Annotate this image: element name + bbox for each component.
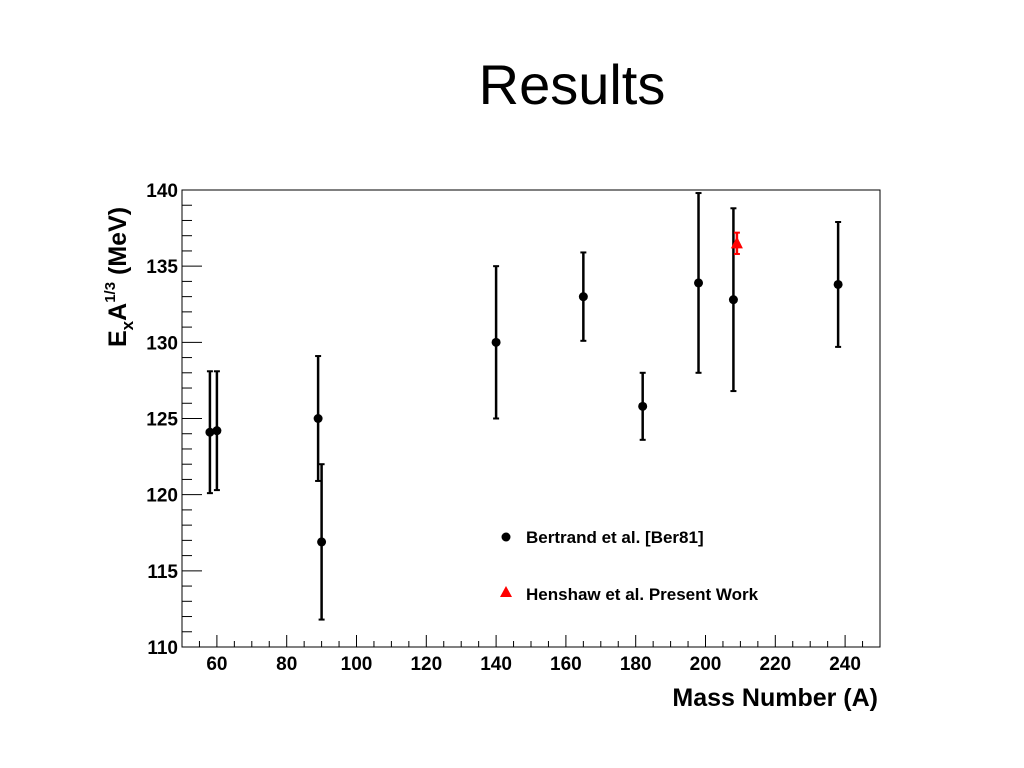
x-tick-label: 80 (276, 654, 297, 675)
y-axis-title-sup: 1/3 (102, 282, 119, 303)
data-point-triangle (730, 236, 743, 249)
y-tick-label: 110 (147, 638, 178, 659)
data-point (212, 426, 222, 436)
x-tick-label: 140 (480, 654, 512, 675)
x-tick-label: 60 (206, 654, 227, 675)
data-point (205, 427, 215, 437)
y-axis-title-unit: (MeV) (104, 207, 132, 282)
data-point (694, 278, 704, 288)
y-tick-label: 115 (147, 562, 178, 583)
y-axis-title-a: A (104, 303, 132, 321)
legend-label-bertrand: Bertrand et al. [Ber81] (526, 528, 704, 547)
y-axis-title-e: E (104, 330, 132, 347)
data-point (833, 279, 843, 289)
legend-marker-triangle (500, 586, 512, 597)
y-axis-ticks: 110 115 120 125 130 135 140 (146, 181, 202, 659)
x-tick-label: 100 (341, 654, 373, 675)
x-tick-label: 120 (410, 654, 442, 675)
data-series (205, 192, 843, 621)
data-point (578, 292, 588, 302)
series-0 (205, 192, 843, 621)
x-axis-ticks: 60 80 100 120 140 160 180 200 220 240 (181, 635, 881, 675)
x-tick-label: 160 (550, 654, 582, 675)
y-tick-label: 130 (146, 333, 178, 354)
series-1 (730, 231, 743, 255)
x-tick-label: 180 (620, 654, 652, 675)
y-axis-title: ExA1/3 (MeV) (102, 207, 137, 347)
y-tick-label: 125 (146, 410, 178, 431)
x-tick-label: 200 (690, 654, 722, 675)
slide-title: Results (478, 53, 666, 116)
data-point (638, 401, 648, 411)
x-axis-title: Mass Number (A) (672, 684, 878, 712)
y-tick-label: 140 (146, 181, 178, 202)
legend: Bertrand et al. [Ber81] Henshaw et al. P… (500, 528, 759, 604)
legend-label-henshaw: Henshaw et al. Present Work (526, 585, 759, 604)
data-point (313, 414, 323, 423)
y-tick-label: 120 (146, 486, 178, 507)
data-point (491, 337, 501, 347)
plot-frame (181, 189, 881, 648)
x-tick-label: 220 (759, 654, 791, 675)
y-tick-label: 135 (146, 257, 178, 278)
y-axis-title-sub: x (118, 320, 137, 330)
data-point (317, 537, 327, 547)
legend-marker-circle (501, 532, 511, 542)
data-point (728, 295, 738, 305)
x-tick-label: 240 (829, 654, 861, 675)
